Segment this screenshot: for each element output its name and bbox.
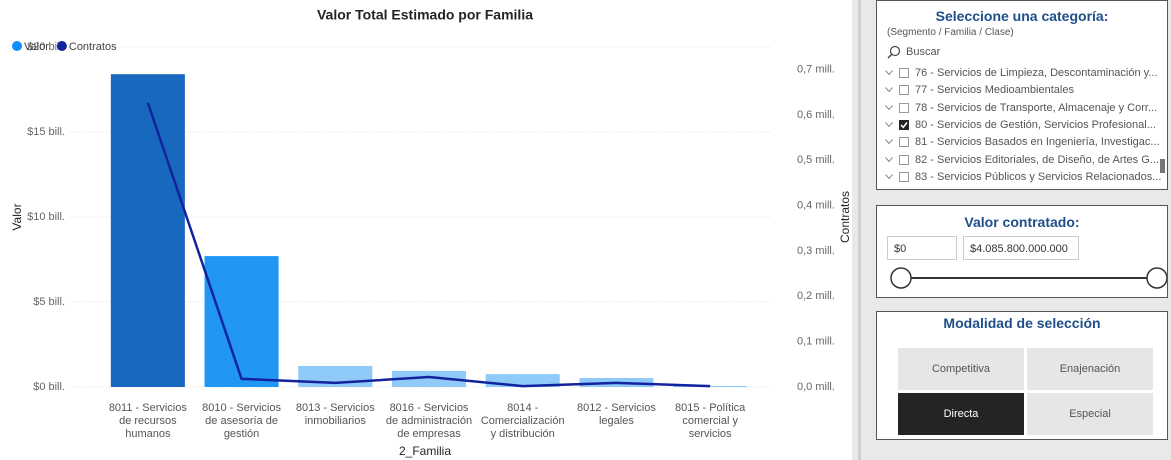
y2-tick-label: 0,7 mill. (797, 64, 835, 76)
item-label: 83 - Servicios Públicos y Servicios Rela… (915, 170, 1162, 183)
range-slider (890, 267, 1167, 289)
slicer-item[interactable]: 82 - Servicios Editoriales, de Diseño, d… (885, 152, 1159, 168)
mode-button[interactable]: Directa (898, 393, 1024, 435)
y2-tick-label: 0,0 mill. (797, 381, 835, 393)
check-mark (900, 121, 908, 129)
expand-chevron[interactable] (885, 173, 893, 180)
bar (204, 256, 279, 387)
mode-slicer: Modalidad de selección Competitiva Enajen… (876, 311, 1168, 440)
checkbox[interactable] (899, 68, 909, 78)
checkbox[interactable] (899, 119, 909, 130)
slicer-title: Modalidad de selección (943, 315, 1101, 331)
bar (673, 385, 748, 387)
slider-thumb[interactable] (890, 267, 912, 289)
mode-button[interactable]: Enajenación (1027, 348, 1153, 390)
slicer-item[interactable]: 78 - Servicios de Transporte, Almacenaje… (885, 100, 1157, 116)
legend-marker (56, 41, 67, 51)
x-tick-label: 8016 - Servicios de administración de em… (385, 402, 473, 440)
scrollbar[interactable] (1160, 159, 1165, 173)
slicer-title: Seleccione una categoría: (935, 8, 1109, 24)
y2-tick-label: 0,2 mill. (797, 290, 835, 302)
chart-title: Valor Total Estimado por Familia (317, 7, 533, 23)
y-tick-label: $20 bill. (27, 41, 65, 53)
bar (110, 74, 185, 387)
x-tick-label: 8013 - Servicios inmobiliarios (295, 402, 375, 427)
legend-label: Contratos (69, 41, 117, 53)
checkbox[interactable] (899, 171, 909, 182)
y-tick-label: $5 bill. (33, 296, 65, 308)
checkbox[interactable] (899, 85, 909, 96)
mode-button[interactable]: Especial (1027, 393, 1153, 435)
expand-chevron[interactable] (885, 104, 893, 111)
slider-thumb[interactable] (1146, 267, 1167, 289)
x-tick-label: 8014 - Comercialización y distribución (480, 402, 565, 440)
chart: Valor Total Estimado por Familia Valor C… (10, 7, 852, 458)
y-axis-title: Valor (10, 203, 24, 230)
x-tick-label: 8012 - Servicios legales (576, 402, 656, 427)
legend-marker (12, 41, 22, 51)
search-placeholder: Buscar (906, 46, 941, 58)
category-slicer: Seleccione una categoría: (Segmento / Fa… (876, 0, 1168, 190)
line (146, 102, 711, 388)
y-tick-label: $0 bill. (33, 381, 65, 393)
expand-chevron[interactable] (885, 139, 893, 145)
y-tick-label: $10 bill. (27, 211, 65, 223)
checkbox[interactable] (899, 137, 909, 148)
divider (858, 0, 861, 460)
slicer-item[interactable]: 80 - Servicios de Gestión, Servicios Pro… (885, 117, 1156, 133)
x-axis-title: 2_Familia (399, 444, 451, 458)
max-input[interactable]: $4.085.800.000.000 (963, 236, 1079, 260)
slicer-item[interactable]: 76 - Servicios de Limpieza, Descontamina… (885, 65, 1158, 81)
checkbox[interactable] (899, 154, 909, 165)
expand-chevron[interactable] (885, 87, 893, 93)
search-box[interactable]: Buscar (887, 45, 940, 59)
expand-chevron[interactable] (885, 122, 893, 128)
search-icon (887, 45, 901, 59)
slicer-item[interactable]: 83 - Servicios Públicos y Servicios Rela… (885, 169, 1161, 185)
y2-tick-label: 0,6 mill. (797, 109, 835, 121)
min-input[interactable]: $0 (887, 236, 957, 260)
item-label: 80 - Servicios de Gestión, Servicios Pro… (915, 118, 1156, 131)
mode-button[interactable]: Competitiva (898, 348, 1024, 390)
y2-axis-title: Contratos (838, 191, 852, 243)
bar (391, 371, 467, 387)
y2-tick-label: 0,3 mill. (797, 245, 835, 257)
slicer-subtitle: (Segmento / Familia / Clase) (887, 27, 1014, 38)
item-label: 81 - Servicios Basados en Ingeniería, In… (915, 136, 1160, 149)
chart-visual: Valor Total Estimado por Familia Valor C… (0, 0, 852, 460)
item-label: 77 - Servicios Medioambientales (915, 84, 1074, 97)
x-tick-label: 8010 - Servicios de asesoría de gestión (202, 402, 281, 440)
y2-tick-label: 0,5 mill. (797, 154, 835, 166)
legend-label: Valor (24, 41, 49, 53)
item-label: 78 - Servicios de Transporte, Almacenaje… (915, 101, 1158, 114)
checkbox[interactable] (899, 102, 909, 113)
y2-tick-label: 0,1 mill. (797, 336, 835, 348)
expand-chevron[interactable] (885, 70, 893, 76)
y2-tick-label: 0,4 mill. (797, 200, 835, 212)
slicer-item[interactable]: 81 - Servicios Basados en Ingeniería, In… (885, 134, 1160, 150)
slicer-item[interactable]: 77 - Servicios Medioambientales (885, 82, 1074, 98)
item-label: 82 - Servicios Editoriales, de Diseño, d… (915, 153, 1159, 166)
y-tick-label: $15 bill. (27, 126, 65, 138)
x-tick-label: 8015 - Política comercial y servicios (674, 402, 746, 440)
slicer-title: Valor contratado: (964, 214, 1080, 230)
expand-chevron[interactable] (885, 156, 893, 163)
item-label: 76 - Servicios de Limpieza, Descontamina… (915, 67, 1158, 79)
value-slicer: Valor contratado: $0 $4.085.800.000.000 (876, 205, 1168, 298)
x-tick-label: 8011 - Servicios de recursos humanos (108, 402, 187, 440)
